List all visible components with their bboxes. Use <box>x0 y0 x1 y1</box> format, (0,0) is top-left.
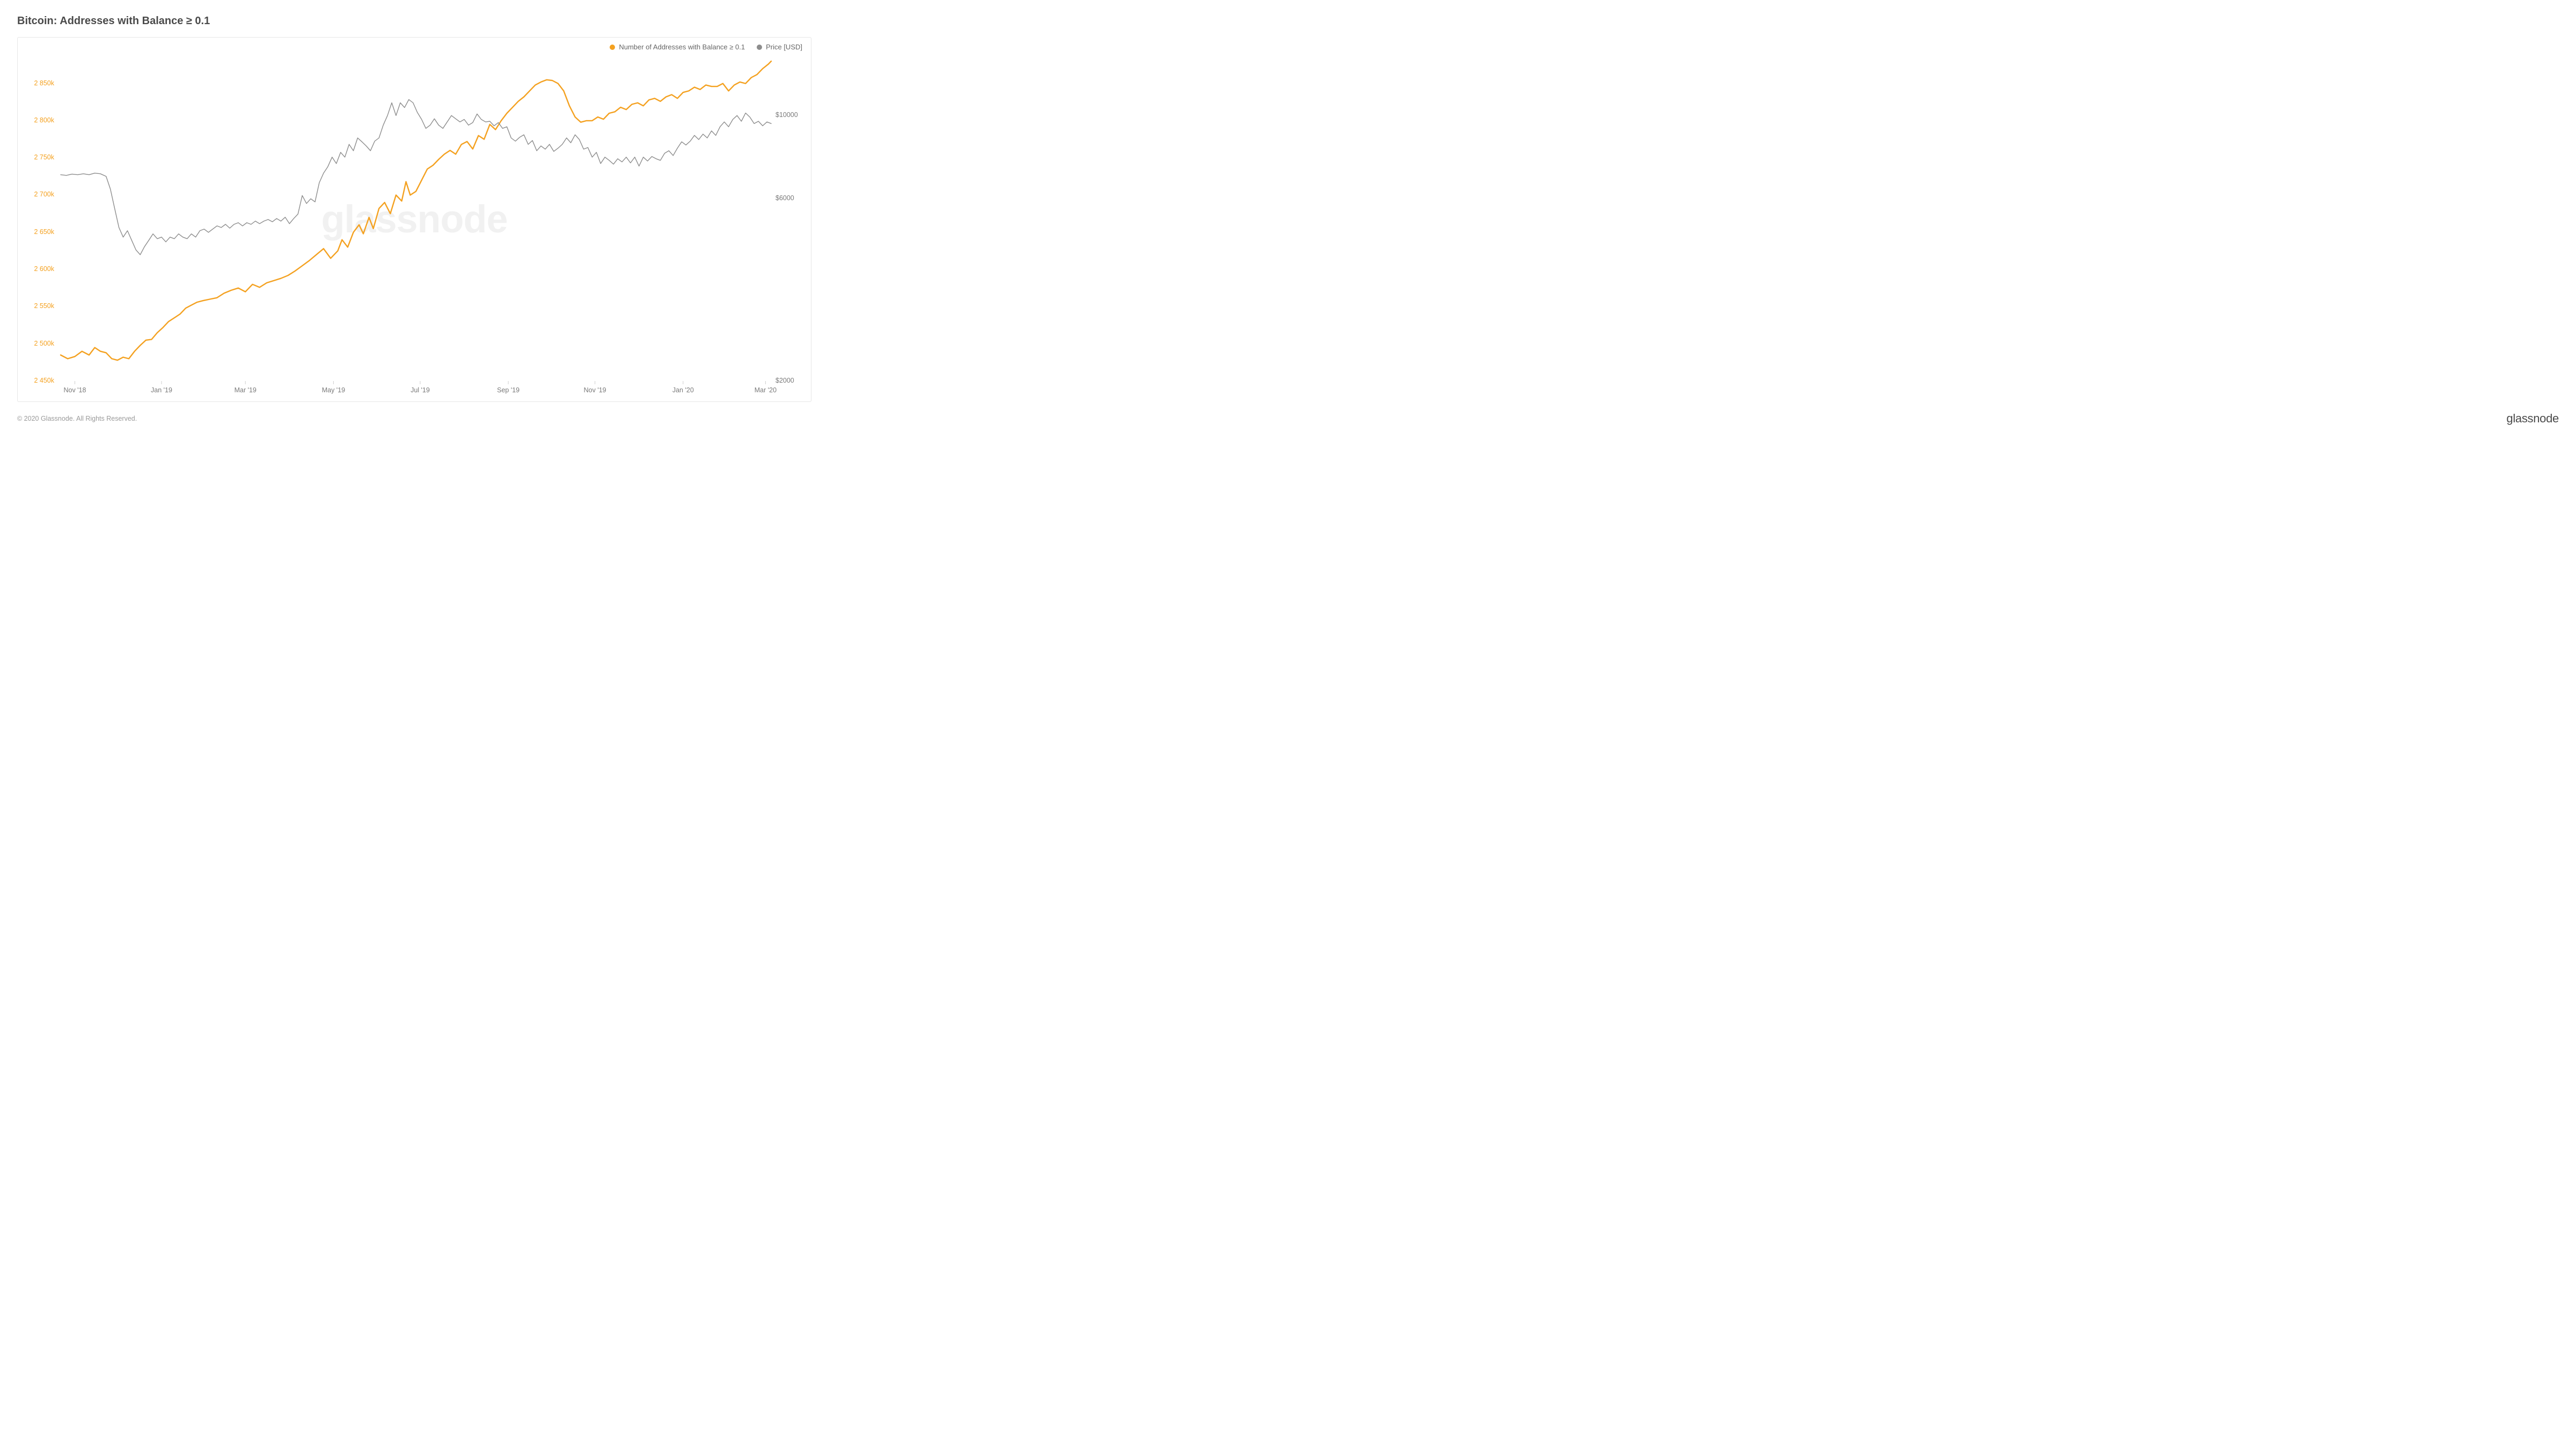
chart-title: Bitcoin: Addresses with Balance ≥ 0.1 <box>17 15 2559 27</box>
y-left-tick-label: 2 750k <box>18 153 54 161</box>
y-left-tick-label: 2 500k <box>18 340 54 347</box>
brand-logo: glassnode <box>2506 412 2559 426</box>
x-tick-label: May '19 <box>322 386 345 394</box>
x-tick-label: Mar '20 <box>755 386 777 394</box>
x-tick-label: Jan '19 <box>151 386 172 394</box>
series-addresses <box>61 61 771 360</box>
x-tick-label: Nov '19 <box>584 386 606 394</box>
series-price <box>61 100 771 255</box>
y-left-tick-label: 2 450k <box>18 377 54 384</box>
y-right-tick-label: $6000 <box>775 194 794 202</box>
y-left-tick-label: 2 600k <box>18 265 54 273</box>
x-tick-label: Mar '19 <box>235 386 257 394</box>
x-tick-label: Jan '20 <box>672 386 694 394</box>
y-left-tick-label: 2 700k <box>18 191 54 198</box>
y-left-tick-label: 2 650k <box>18 228 54 236</box>
chart-plot: 2 450k 2 500k 2 550k 2 600k 2 650k 2 700k 2 75… <box>18 38 812 402</box>
y-left-tick-label: 2 800k <box>18 116 54 124</box>
y-right-tick-label: $10000 <box>775 111 798 119</box>
x-tick-label: Nov '18 <box>63 386 86 394</box>
y-right-tick-label: $2000 <box>775 377 794 384</box>
chart-frame: Number of Addresses with Balance ≥ 0.1 P… <box>17 37 811 402</box>
y-left-tick-label: 2 850k <box>18 79 54 87</box>
y-left-tick-label: 2 550k <box>18 302 54 310</box>
x-tick-label: Sep '19 <box>497 386 519 394</box>
footer: © 2020 Glassnode. All Rights Reserved. g… <box>17 412 2559 426</box>
copyright-text: © 2020 Glassnode. All Rights Reserved. <box>17 415 137 422</box>
x-tick-label: Jul '19 <box>411 386 430 394</box>
